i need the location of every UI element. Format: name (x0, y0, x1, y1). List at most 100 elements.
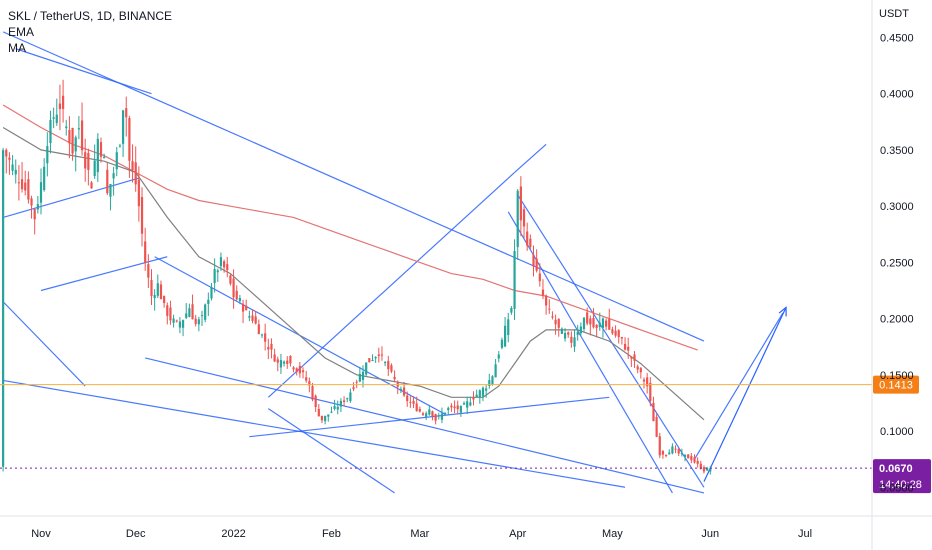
y-tick-label: 0.0500 (880, 482, 914, 494)
x-tick-label: Nov (31, 528, 51, 540)
candle-body (368, 358, 371, 363)
candle-body (112, 173, 115, 179)
candle-body (248, 316, 251, 318)
candle-body (380, 354, 384, 356)
trendline[interactable] (267, 408, 395, 494)
price-axis[interactable]: 0.4500 0.4000 0.3500 0.3000 0.2500 0.2000 0.15… (871, 0, 914, 550)
candle-body (481, 387, 485, 397)
trendline[interactable] (267, 171, 515, 398)
candle-body (58, 103, 62, 109)
symbol-title[interactable]: SKL / TetherUS, 1D, BINANCE (8, 9, 173, 23)
candle-body (440, 413, 444, 420)
candle-body (500, 339, 504, 348)
candle-body (589, 318, 592, 325)
candle-body (320, 415, 324, 421)
candle-body (425, 413, 428, 417)
candle-body (327, 414, 330, 417)
candle-body (620, 337, 623, 339)
candle-body (443, 412, 447, 415)
candle-body (466, 401, 469, 408)
candlestick-series (2, 79, 712, 475)
candle-body (472, 397, 475, 400)
candle-body (658, 436, 661, 456)
ma-line (2, 104, 698, 351)
candle-body (579, 326, 582, 334)
trendline[interactable] (517, 194, 705, 488)
candle-body (159, 284, 163, 300)
x-tick-label: Dec (126, 528, 146, 540)
trendline[interactable] (507, 211, 673, 494)
candle-body (488, 380, 491, 386)
ema-legend-label[interactable]: EMA (8, 25, 35, 39)
trendline[interactable] (2, 301, 86, 387)
candle-body (586, 312, 589, 324)
drawn-trendlines[interactable] (2, 31, 787, 494)
candle-body (655, 417, 658, 437)
candle-body (93, 160, 96, 177)
trendline[interactable] (249, 396, 610, 438)
candle-body (311, 386, 314, 400)
candle-body (453, 406, 456, 409)
candle-body (163, 295, 166, 304)
currency-label: USDT (879, 8, 909, 20)
candle-body (598, 322, 601, 327)
candle-body (522, 209, 526, 227)
trendline[interactable] (145, 357, 705, 494)
candle-body (646, 377, 649, 387)
time-axis[interactable]: Nov Dec 2022 Feb Mar Apr May Jun Jul (0, 515, 932, 540)
candle-body (36, 204, 39, 210)
candle-body (204, 304, 207, 320)
candle-body (339, 400, 343, 407)
candle-body (308, 381, 311, 386)
candle-body (5, 149, 8, 157)
candle-body (188, 308, 191, 317)
arrow-head-icon (778, 306, 787, 317)
candle-body (526, 231, 529, 246)
candle-body (661, 451, 665, 455)
candle-body (229, 275, 232, 284)
candle-body (431, 411, 434, 417)
candle-body (623, 343, 627, 350)
trendline[interactable] (15, 48, 152, 95)
candle-body (699, 463, 702, 469)
ma-indicator (2, 104, 698, 351)
candle-body (349, 392, 352, 402)
last-price-badge (873, 459, 931, 494)
candle-body (330, 411, 333, 413)
candle-body (570, 336, 573, 343)
candle-body (241, 303, 245, 312)
candle-body (614, 330, 617, 336)
candle-body (601, 318, 605, 328)
candle-body (14, 169, 17, 175)
candle-body (235, 290, 238, 300)
candle-body (99, 142, 103, 157)
candle-body (617, 330, 620, 338)
trendline[interactable] (3, 379, 626, 488)
trendline[interactable] (693, 312, 784, 460)
ma-legend-label[interactable]: MA (8, 41, 26, 55)
candle-body (459, 405, 462, 413)
candle-body (434, 414, 437, 421)
y-tick-label: 0.2000 (880, 314, 914, 326)
candle-body (592, 318, 595, 328)
y-tick-label: 0.1500 (880, 370, 914, 382)
x-tick-label: Feb (322, 528, 341, 540)
trendline[interactable] (514, 143, 547, 173)
projection-arrow[interactable] (703, 307, 787, 482)
trendline[interactable] (2, 177, 140, 218)
candle-body (668, 452, 671, 455)
candle-body (200, 315, 204, 317)
candle-body (65, 126, 68, 129)
candle-body (226, 264, 229, 271)
candle-body (557, 318, 560, 328)
candle-body (456, 405, 459, 410)
candle-body (633, 354, 636, 361)
candle-body (245, 305, 248, 311)
candle-body (210, 287, 213, 299)
candle-body (649, 382, 652, 401)
candle-body (172, 318, 175, 323)
candle-body (46, 146, 49, 164)
candle-body (677, 448, 680, 454)
candle-body (144, 241, 147, 264)
